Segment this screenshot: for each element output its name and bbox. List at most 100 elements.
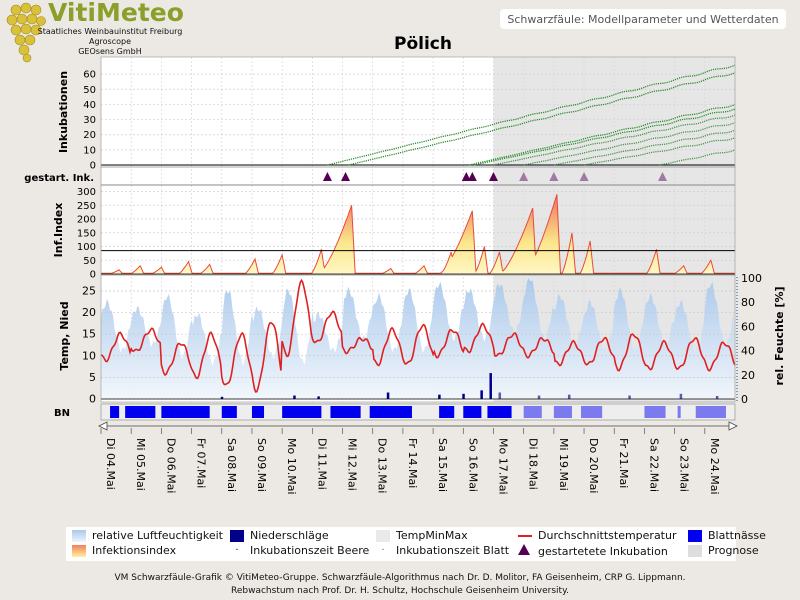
x-date-label: Fr 07.Mai <box>195 438 208 488</box>
brand-line-2: Agroscope <box>88 37 132 46</box>
x-date-label: Fr 21.Mai <box>617 438 630 488</box>
legend-leafwet-label: Blattnässe <box>708 529 766 542</box>
inf-tick-label: 250 <box>77 201 96 212</box>
x-date-label: Do 13.Mai <box>376 438 389 493</box>
leaf-wetness-block <box>251 406 265 418</box>
inc-tick-label: 20 <box>83 130 96 141</box>
x-date-label: Mo 17.Mai <box>496 438 509 495</box>
leaf-wetness-block <box>695 406 726 418</box>
inf-tick-label: 300 <box>77 187 96 198</box>
temp-tick-label: 20 <box>82 306 96 319</box>
leaf-wetness-block <box>282 406 322 418</box>
inc-tick-label: 40 <box>83 100 96 111</box>
leaf-wetness-block <box>330 406 361 418</box>
precipitation-bar <box>715 395 719 399</box>
incubation-series-line <box>493 114 736 166</box>
legend-precip-swatch <box>230 529 244 542</box>
legend-tempminmax: TempMinMax <box>376 529 468 542</box>
incubation-start-marker <box>322 172 332 181</box>
legend-temp-swatch <box>518 534 532 537</box>
leaf-wetness-block <box>553 406 572 418</box>
leaf-wetness-block <box>523 406 542 418</box>
legend-tempminmax-swatch <box>376 529 390 542</box>
x-date-label: So 16.Mai <box>466 438 479 492</box>
header-title: Schwarzfäule: Modellparameter und Wetter… <box>500 9 786 29</box>
leaf-wetness-block <box>439 406 455 418</box>
legend-humidity-label: relative Luftfeuchtigkeit <box>92 529 223 542</box>
leaf-wetness-block <box>581 406 603 418</box>
x-date-label: Sa 15.Mai <box>436 438 449 492</box>
incubation-series-line <box>327 64 736 166</box>
humidity-tick-label: 0 <box>741 393 748 406</box>
legend-infection: Infektionsindex <box>72 544 176 557</box>
legend-infection-label: Infektionsindex <box>92 544 177 557</box>
legend-forecast: Prognose <box>688 544 759 557</box>
brand-line-3: GEOsens GmbH <box>78 47 142 56</box>
precipitation-bar <box>628 395 631 399</box>
legend-tempminmax-label: TempMinMax <box>396 529 468 542</box>
precipitation-bar <box>489 373 492 399</box>
leaf-wetness-block <box>463 406 482 418</box>
leaf-wetness-label: BN <box>54 408 70 419</box>
legend-incub-leaf-dot-icon: · <box>381 545 385 556</box>
scroll-right-icon <box>728 421 738 431</box>
legend-temp: Durchschnittstemperatur <box>518 529 677 542</box>
x-date-label: Mo 24.Mai <box>708 438 721 495</box>
leaf-wetness-block <box>487 406 512 418</box>
inf-tick-label: 50 <box>83 256 96 267</box>
incubation-series-line <box>348 72 736 166</box>
incubation-start-marker <box>488 172 498 181</box>
legend-humidity-swatch <box>72 529 86 542</box>
incubation-start-marker <box>461 172 471 181</box>
inf-tick-label: 100 <box>77 242 96 253</box>
humidity-area <box>101 278 735 399</box>
inc-tick-label: 50 <box>83 85 96 96</box>
legend-leafwet: Blattnässe <box>688 529 766 542</box>
inf-tick-label: 150 <box>77 228 96 239</box>
incubation-start-marker <box>341 172 351 181</box>
temp-tick-label: 10 <box>82 349 96 362</box>
incubation-series-line <box>659 149 736 166</box>
inc-tick-label: 0 <box>90 161 96 172</box>
x-date-label: Sa 22.Mai <box>647 438 660 492</box>
humidity-y-label: rel. Feuchte [%] <box>773 287 786 386</box>
legend: relative Luftfeuchtigkeit Niederschläge … <box>66 527 766 561</box>
brand-line-1: Staatliches Weinbauinstitut Freiburg <box>37 27 183 36</box>
legend-forecast-swatch <box>688 544 702 557</box>
x-date-label: Do 06.Mai <box>164 438 177 493</box>
panel-frame-tp <box>100 274 736 403</box>
temp-tick-label: 25 <box>82 284 96 297</box>
legend-forecast-label: Prognose <box>708 544 759 557</box>
precipitation-bar <box>480 390 483 399</box>
precipitation-bar <box>498 392 502 399</box>
humidity-tick-label: 60 <box>741 320 755 333</box>
x-date-label: Sa 08.Mai <box>225 438 238 492</box>
precipitation-bar <box>537 395 541 399</box>
leaf-wetness-block <box>110 406 120 418</box>
incubation-start-marker <box>658 172 668 181</box>
inf-tick-label: 0 <box>90 270 96 281</box>
precipitation-bar <box>438 394 441 399</box>
humidity-tick-label: 100 <box>741 272 762 285</box>
inf-y-label: Inf.Index <box>52 203 65 258</box>
leaf-wetness-block <box>161 406 210 418</box>
x-date-label: Mi 19.Mai <box>557 438 570 491</box>
legend-leafwet-swatch <box>688 529 702 542</box>
precipitation-bar <box>386 392 390 399</box>
incubation-series-line <box>473 108 736 166</box>
leaf-wetness-block <box>369 406 412 418</box>
leaf-wetness-block <box>221 406 237 418</box>
grape-logo-icon <box>6 2 46 63</box>
x-date-label: Di 18.Mai <box>527 438 540 490</box>
precipitation-bar <box>317 396 320 399</box>
legend-incub-berry: · Inkubationszeit Beere <box>230 544 369 557</box>
logo: VitiMeteo Staatliches Weinbauinstitut Fr… <box>0 0 200 64</box>
incubation-start-marker <box>519 172 529 181</box>
precipitation-bar <box>567 394 571 399</box>
precipitation-bar <box>220 396 224 399</box>
inc-tick-label: 10 <box>83 145 96 156</box>
x-date-label: Mi 12.Mai <box>346 438 359 491</box>
leaf-wetness-block <box>644 406 666 418</box>
